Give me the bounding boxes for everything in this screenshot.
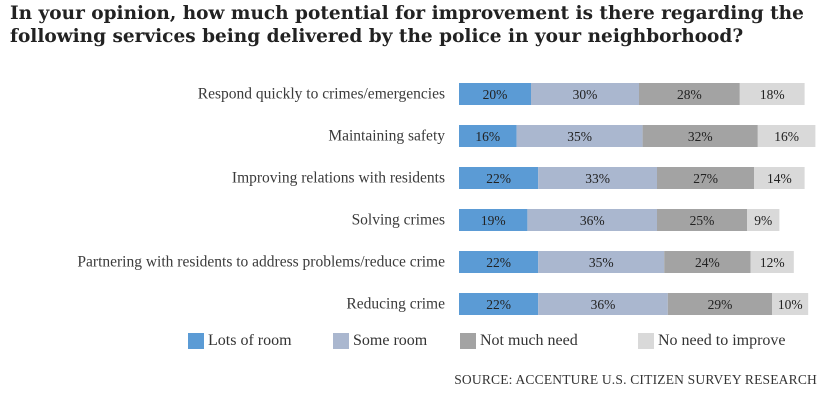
category-label: Solving crimes (352, 212, 445, 229)
chart-title: In your opinion, how much potential for … (10, 2, 835, 48)
data-label: 24% (695, 255, 720, 270)
bar-segment-lots-of-room (459, 293, 539, 315)
data-label: 36% (591, 297, 616, 312)
data-label: 16% (475, 129, 500, 144)
source-note: SOURCE: ACCENTURE U.S. CITIZEN SURVEY RE… (454, 372, 817, 387)
bar-segment-some-room (527, 209, 657, 231)
data-label: 18% (760, 87, 785, 102)
bar-segment-some-room (531, 83, 639, 105)
legend-item-no-need-to-improve: No need to improve (638, 331, 786, 351)
bar-segment-not-much-need (639, 83, 740, 105)
legend-label-some-room: Some room (353, 332, 428, 349)
bar-segment-not-much-need (664, 251, 751, 273)
bar-segment-lots-of-room (459, 125, 517, 147)
category-label: Maintaining safety (328, 128, 445, 145)
data-label: 19% (481, 213, 506, 228)
bar-segment-not-much-need (667, 293, 773, 315)
bar-segment-not-much-need (657, 209, 747, 231)
legend-label-no-need-to-improve: No need to improve (658, 332, 786, 349)
legend-swatch-lots-of-room (188, 333, 204, 349)
data-label: 28% (677, 87, 702, 102)
data-label: 22% (486, 297, 511, 312)
legend-item-some-room: Some room (333, 331, 427, 351)
chart-legend: Lots of room Some room Not much need No … (188, 331, 828, 351)
data-label: 33% (585, 171, 610, 186)
bar-segment-no-need-to-improve (772, 293, 809, 315)
bar-segment-some-room (538, 293, 668, 315)
bar-segment-no-need-to-improve (739, 83, 805, 105)
data-label: 20% (483, 87, 508, 102)
stacked-bar-chart: Respond quickly to crimes/emergencies 20%… (77, 83, 816, 315)
data-label: 16% (774, 129, 799, 144)
category-label: Partnering with residents to address pro… (77, 254, 445, 271)
legend-label-not-much-need: Not much need (480, 332, 578, 349)
legend-label-lots-of-room: Lots of room (208, 332, 292, 349)
data-label: 12% (760, 255, 785, 270)
bar-segment-lots-of-room (459, 209, 528, 231)
chart-title-line-1: In your opinion, how much potential for … (10, 3, 804, 24)
bar-segment-no-need-to-improve (754, 167, 805, 189)
legend-swatch-no-need-to-improve (638, 333, 654, 349)
bar-segment-lots-of-room (459, 167, 539, 189)
bar-segment-some-room (538, 167, 657, 189)
bar-segment-no-need-to-improve (750, 251, 794, 273)
category-label: Improving relations with residents (232, 170, 445, 187)
data-label: 10% (778, 297, 803, 312)
data-label: 27% (693, 171, 718, 186)
data-label: 22% (486, 255, 511, 270)
data-label: 30% (573, 87, 598, 102)
data-label: 36% (580, 213, 605, 228)
data-label: 29% (708, 297, 733, 312)
bar-segment-no-need-to-improve (747, 209, 780, 231)
data-label: 32% (688, 129, 713, 144)
bar-segment-not-much-need (657, 167, 755, 189)
bar-segment-not-much-need (642, 125, 758, 147)
category-label: Respond quickly to crimes/emergencies (198, 86, 445, 103)
bar-segment-some-room (538, 251, 665, 273)
data-label: 22% (486, 171, 511, 186)
data-label: 35% (567, 129, 592, 144)
chart-title-line-2: following services being delivered by th… (10, 26, 744, 47)
bar-segment-some-room (516, 125, 643, 147)
legend-swatch-not-much-need (460, 333, 476, 349)
category-label: Reducing crime (346, 296, 445, 313)
legend-item-lots-of-room: Lots of room (188, 331, 292, 351)
bar-segment-no-need-to-improve (757, 125, 816, 147)
legend-item-not-much-need: Not much need (460, 331, 578, 351)
data-label: 35% (589, 255, 614, 270)
data-label: 25% (690, 213, 715, 228)
bar-segment-lots-of-room (459, 251, 539, 273)
data-label: 9% (754, 213, 772, 228)
bar-segment-lots-of-room (459, 83, 531, 105)
legend-swatch-some-room (333, 333, 349, 349)
data-label: 14% (767, 171, 792, 186)
